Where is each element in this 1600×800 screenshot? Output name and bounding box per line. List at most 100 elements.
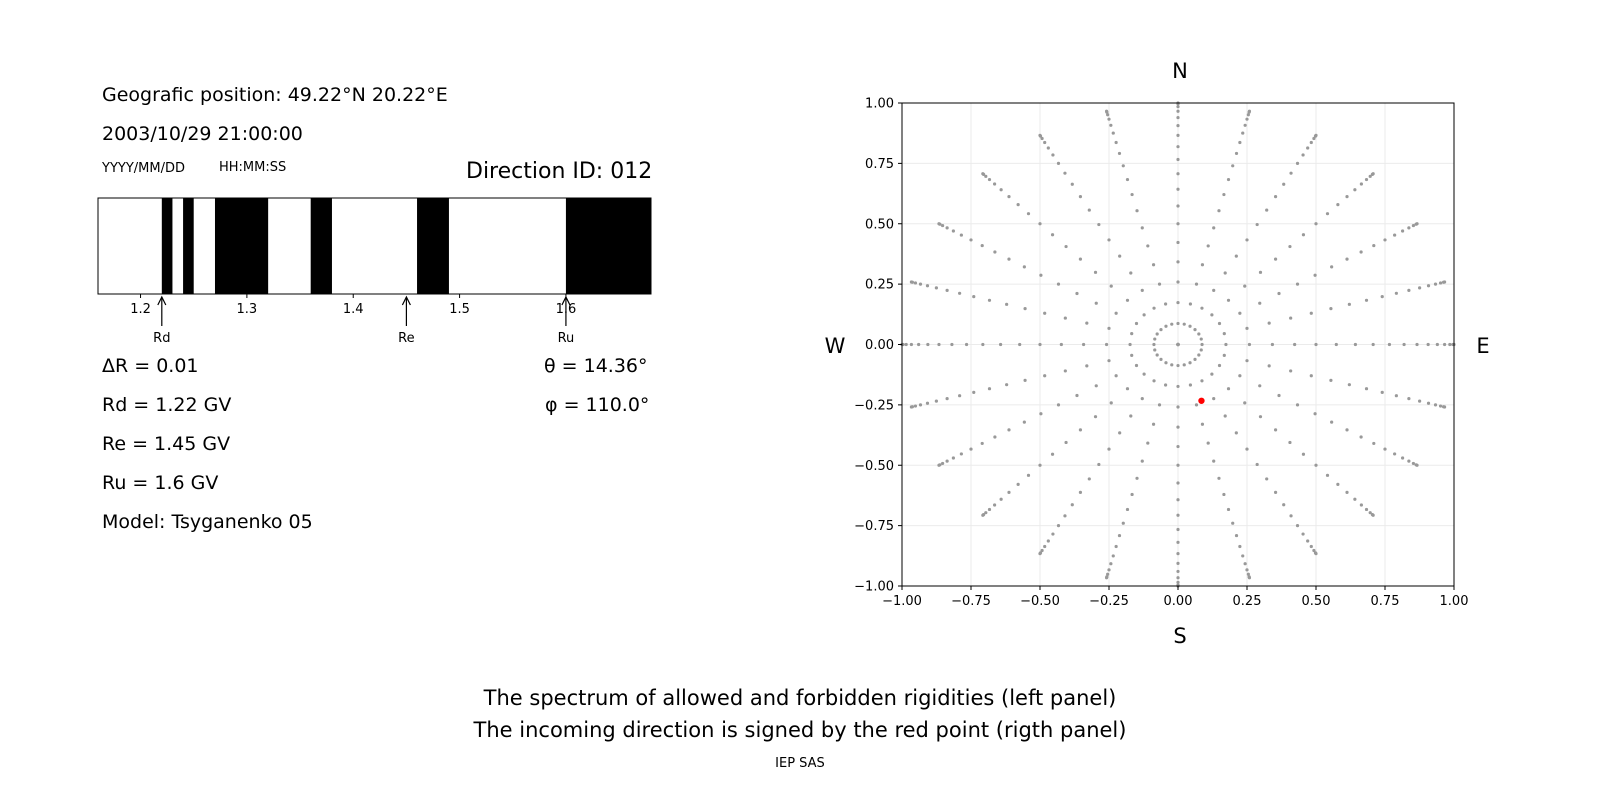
direction-point xyxy=(1043,544,1047,549)
direction-point xyxy=(1193,328,1197,332)
direction-point xyxy=(1364,387,1369,391)
direction-point xyxy=(1407,226,1411,230)
direction-point xyxy=(1026,212,1031,216)
direction-point xyxy=(1372,243,1376,248)
direction-point xyxy=(1182,363,1186,367)
direction-point xyxy=(993,182,997,186)
direction-point xyxy=(1070,182,1074,186)
spectrum-tick-label: 1.5 xyxy=(449,302,470,317)
direction-point xyxy=(1364,177,1369,182)
direction-point xyxy=(934,399,938,403)
direction-point xyxy=(1140,397,1144,401)
direction-point xyxy=(1118,254,1122,258)
ru-value: Ru = 1.6 GV xyxy=(102,472,219,494)
direction-point xyxy=(1359,435,1363,439)
direction-point xyxy=(999,188,1003,192)
direction-point xyxy=(1082,342,1086,347)
direction-point xyxy=(981,342,985,347)
direction-point xyxy=(1245,447,1249,451)
direction-point xyxy=(1238,311,1242,315)
direction-point xyxy=(1435,342,1439,347)
direction-point xyxy=(1056,161,1061,165)
direction-point xyxy=(1106,113,1110,117)
direction-point xyxy=(1407,288,1411,292)
direction-point xyxy=(1159,357,1163,361)
direction-point xyxy=(1078,428,1083,432)
direction-point xyxy=(1415,463,1419,467)
direction-point xyxy=(1023,378,1027,382)
x-tick-label: −0.75 xyxy=(951,594,991,609)
direction-point xyxy=(1371,172,1375,176)
direction-point xyxy=(1140,459,1144,463)
direction-point xyxy=(1347,383,1351,387)
direction-point xyxy=(1393,233,1397,237)
direction-point xyxy=(913,281,918,285)
direction-point xyxy=(1368,511,1372,515)
direction-point xyxy=(1353,342,1358,347)
direction-point xyxy=(1245,326,1249,330)
direction-point xyxy=(1078,490,1083,494)
direction-point xyxy=(1267,321,1271,325)
direction-point xyxy=(972,295,976,299)
compass-south: S xyxy=(1173,624,1186,648)
direction-point xyxy=(1255,222,1259,227)
direction-point xyxy=(1301,233,1306,237)
credit: IEP SAS xyxy=(775,756,825,771)
direction-point xyxy=(1075,393,1079,398)
direction-point xyxy=(1093,270,1098,274)
direction-point xyxy=(1383,238,1387,242)
spectrum-ticks: 1.2 1.3 1.4 1.5 1.6 xyxy=(130,294,576,317)
direction-point xyxy=(1282,503,1286,507)
datetime: 2003/10/29 21:00:00 xyxy=(102,123,303,145)
direction-point xyxy=(1087,208,1091,212)
direction-point xyxy=(1140,288,1144,292)
direction-point xyxy=(1153,348,1157,352)
direction-point xyxy=(1364,507,1369,512)
direction-point xyxy=(1212,459,1216,463)
direction-point xyxy=(1329,378,1333,382)
direction-point xyxy=(1309,374,1313,378)
direction-point xyxy=(1246,113,1250,117)
direction-point xyxy=(918,403,923,407)
direction-point xyxy=(1401,229,1405,233)
direction-point xyxy=(1182,322,1186,326)
direction-point xyxy=(1217,476,1221,480)
direction-point xyxy=(1111,554,1115,558)
forbidden-band xyxy=(310,198,332,294)
direction-point xyxy=(964,342,969,347)
direction-point xyxy=(1007,195,1011,199)
direction-point xyxy=(1231,164,1235,168)
x-tick-label: −0.25 xyxy=(1089,594,1129,609)
compass-east: E xyxy=(1476,334,1489,358)
geo-position: Geografic position: 49.22°N 20.22°E xyxy=(102,84,448,106)
direction-point xyxy=(1359,250,1363,254)
direction-point xyxy=(1056,282,1061,286)
direction-point xyxy=(1353,497,1357,501)
direction-point xyxy=(958,291,962,295)
spectrum-tick-label: 1.3 xyxy=(237,302,258,317)
direction-point xyxy=(1258,301,1262,305)
direction-point xyxy=(1380,295,1384,299)
direction-point xyxy=(1353,188,1357,192)
direction-point xyxy=(1176,576,1180,580)
direction-point xyxy=(1064,244,1068,249)
direction-point xyxy=(1022,420,1026,424)
direction-point xyxy=(1130,192,1134,197)
direction-point xyxy=(1142,372,1146,376)
direction-point xyxy=(1345,257,1349,261)
direction-point xyxy=(913,404,918,408)
direction-point xyxy=(1063,369,1067,373)
direction-point xyxy=(987,298,992,302)
direction-point xyxy=(1109,562,1113,566)
direction-point xyxy=(1059,342,1063,347)
marker-label: Re xyxy=(398,331,414,346)
direction-point xyxy=(1265,477,1269,481)
direction-point xyxy=(1407,459,1411,463)
direction-point xyxy=(1243,123,1247,127)
direction-point xyxy=(1107,326,1111,330)
direction-point xyxy=(1411,223,1415,228)
direction-point xyxy=(1176,124,1180,128)
direction-point xyxy=(1415,342,1419,347)
direction-point xyxy=(1107,359,1111,363)
direction-point xyxy=(1312,548,1316,553)
